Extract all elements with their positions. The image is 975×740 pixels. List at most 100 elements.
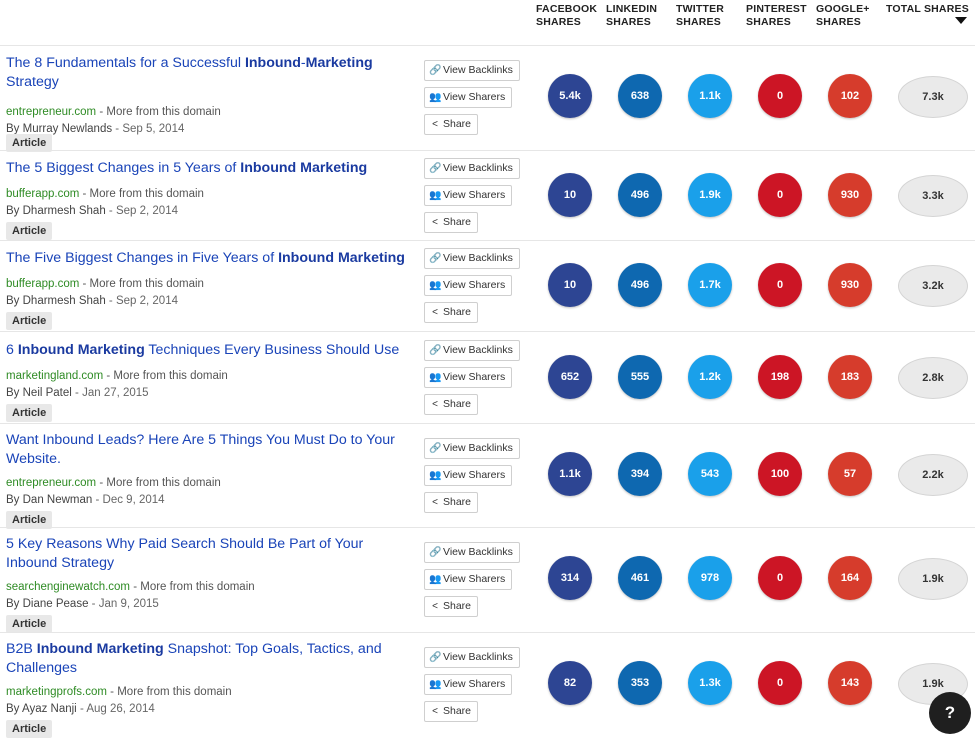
chat-question-icon[interactable]: ?: [929, 692, 971, 734]
share-button[interactable]: < Share: [424, 701, 479, 722]
separator: -: [96, 106, 107, 118]
col-header-twitter[interactable]: TWITTER SHARES: [676, 3, 725, 28]
author-name[interactable]: By Neil Patel: [6, 387, 72, 399]
col-header-facebook[interactable]: FACEBOOK SHARES: [536, 3, 598, 28]
view-backlinks-button[interactable]: 🔗 View Backlinks: [424, 158, 520, 179]
col-header-pinterest[interactable]: PINTEREST SHARES: [746, 3, 807, 28]
separator: -: [71, 387, 83, 399]
view-backlinks-button[interactable]: 🔗 View Backlinks: [424, 248, 520, 269]
view-backlinks-button[interactable]: 🔗 View Backlinks: [424, 340, 520, 361]
more-from-domain-link[interactable]: More from this domain: [113, 370, 228, 382]
share-button[interactable]: < Share: [424, 492, 479, 513]
byline: By Diane Pease - Jan 9, 2015: [6, 598, 159, 610]
view-sharers-button[interactable]: 👥 View Sharers: [424, 185, 513, 206]
more-from-domain-link[interactable]: More from this domain: [140, 581, 255, 593]
domain-link[interactable]: entrepreneur.com: [6, 106, 97, 118]
view-backlinks-button[interactable]: 🔗 View Backlinks: [424, 647, 520, 668]
link-icon: 🔗: [429, 443, 442, 454]
users-icon: 👥: [429, 470, 442, 481]
facebook-share-count: 82: [548, 661, 592, 705]
view-sharers-button[interactable]: 👥 View Sharers: [424, 569, 513, 590]
facebook-share-count: 5.4k: [548, 74, 592, 118]
article-title-link[interactable]: The Five Biggest Changes in Five Years o…: [6, 249, 411, 268]
more-from-domain-link[interactable]: More from this domain: [89, 278, 204, 290]
more-from-domain-link[interactable]: More from this domain: [106, 477, 221, 489]
byline: By Dharmesh Shah - Sep 2, 2014: [6, 205, 178, 217]
table-row: 6 Inbound Marketing Techniques Every Bus…: [0, 331, 975, 423]
domain-line: entrepreneur.com - More from this domain: [6, 477, 221, 489]
facebook-share-count: 10: [548, 173, 592, 217]
share-button[interactable]: < Share: [424, 114, 479, 135]
view-sharers-button[interactable]: 👥 View Sharers: [424, 367, 513, 388]
view-backlinks-button[interactable]: 🔗 View Backlinks: [424, 542, 520, 563]
view-sharers-button[interactable]: 👥 View Sharers: [424, 465, 513, 486]
share-button[interactable]: < Share: [424, 212, 479, 233]
view-sharers-button[interactable]: 👥 View Sharers: [424, 275, 513, 296]
caret-down-icon[interactable]: [955, 17, 967, 24]
domain-line: marketingprofs.com - More from this doma…: [6, 686, 232, 698]
separator: -: [88, 598, 99, 610]
button-label: View Backlinks: [443, 442, 513, 454]
domain-link[interactable]: entrepreneur.com: [6, 477, 97, 489]
author-name[interactable]: By Diane Pease: [6, 598, 89, 610]
button-label: Share: [443, 705, 472, 717]
share-button[interactable]: < Share: [424, 302, 479, 323]
users-icon: 👥: [429, 190, 442, 201]
facebook-share-count: 1.1k: [548, 452, 592, 496]
button-label: View Backlinks: [443, 64, 513, 76]
byline: By Murray Newlands - Sep 5, 2014: [6, 123, 184, 135]
author-name[interactable]: By Murray Newlands: [6, 123, 113, 135]
domain-link[interactable]: searchenginewatch.com: [6, 581, 131, 593]
byline: By Neil Patel - Jan 27, 2015: [6, 387, 149, 399]
separator: -: [105, 205, 116, 217]
domain-link[interactable]: marketingprofs.com: [6, 686, 107, 698]
users-icon: 👥: [429, 679, 442, 690]
table-row: The Five Biggest Changes in Five Years o…: [0, 240, 975, 331]
googleplus-share-count: 183: [828, 355, 872, 399]
view-sharers-button[interactable]: 👥 View Sharers: [424, 674, 513, 695]
link-icon: 🔗: [429, 253, 442, 264]
col-header-linkedin[interactable]: LINKEDIN SHARES: [606, 3, 658, 28]
users-icon: 👥: [429, 574, 442, 585]
share-button[interactable]: < Share: [424, 596, 479, 617]
domain-link[interactable]: bufferapp.com: [6, 278, 80, 290]
col-header-total[interactable]: TOTAL SHARES: [886, 3, 969, 15]
button-label: Share: [443, 398, 472, 410]
article-title-link[interactable]: 5 Key Reasons Why Paid Search Should Be …: [6, 535, 411, 572]
more-from-domain-link[interactable]: More from this domain: [117, 686, 232, 698]
total-share-count: 3.3k: [898, 175, 968, 217]
title-text: 5 Key Reasons Why Paid Search Should Be …: [6, 536, 364, 571]
article-title-link[interactable]: The 8 Fundamentals for a Successful Inbo…: [6, 54, 411, 91]
share-icon: <: [432, 497, 438, 508]
article-title-link[interactable]: B2B Inbound Marketing Snapshot: Top Goal…: [6, 640, 411, 677]
linkedin-share-count: 353: [618, 661, 662, 705]
article-title-link[interactable]: Want Inbound Leads? Here Are 5 Things Yo…: [6, 431, 411, 468]
googleplus-share-count: 102: [828, 74, 872, 118]
title-text: The Five Biggest Changes in Five Years o…: [6, 250, 279, 266]
domain-link[interactable]: bufferapp.com: [6, 188, 80, 200]
total-share-count: 2.2k: [898, 454, 968, 496]
twitter-share-count: 1.1k: [688, 74, 732, 118]
author-name[interactable]: By Dharmesh Shah: [6, 295, 106, 307]
twitter-share-count: 1.9k: [688, 173, 732, 217]
byline: By Dharmesh Shah - Sep 2, 2014: [6, 295, 178, 307]
more-from-domain-link[interactable]: More from this domain: [106, 106, 221, 118]
more-from-domain-link[interactable]: More from this domain: [89, 188, 204, 200]
button-label: Share: [443, 600, 472, 612]
view-backlinks-button[interactable]: 🔗 View Backlinks: [424, 438, 520, 459]
publish-date: Aug 26, 2014: [86, 703, 155, 715]
view-backlinks-button[interactable]: 🔗 View Backlinks: [424, 60, 520, 81]
author-name[interactable]: By Ayaz Nanji: [6, 703, 77, 715]
title-text: Strategy: [6, 73, 59, 90]
domain-link[interactable]: marketingland.com: [6, 370, 104, 382]
share-icon: <: [432, 119, 438, 130]
share-button[interactable]: < Share: [424, 394, 479, 415]
author-name[interactable]: By Dharmesh Shah: [6, 205, 106, 217]
author-name[interactable]: By Dan Newman: [6, 494, 93, 506]
pinterest-share-count: 0: [758, 263, 802, 307]
article-title-link[interactable]: 6 Inbound Marketing Techniques Every Bus…: [6, 341, 411, 360]
col-header-googleplus[interactable]: GOOGLE+ SHARES: [816, 3, 870, 28]
view-sharers-button[interactable]: 👥 View Sharers: [424, 87, 513, 108]
article-title-link[interactable]: The 5 Biggest Changes in 5 Years of Inbo…: [6, 159, 411, 178]
googleplus-share-count: 143: [828, 661, 872, 705]
